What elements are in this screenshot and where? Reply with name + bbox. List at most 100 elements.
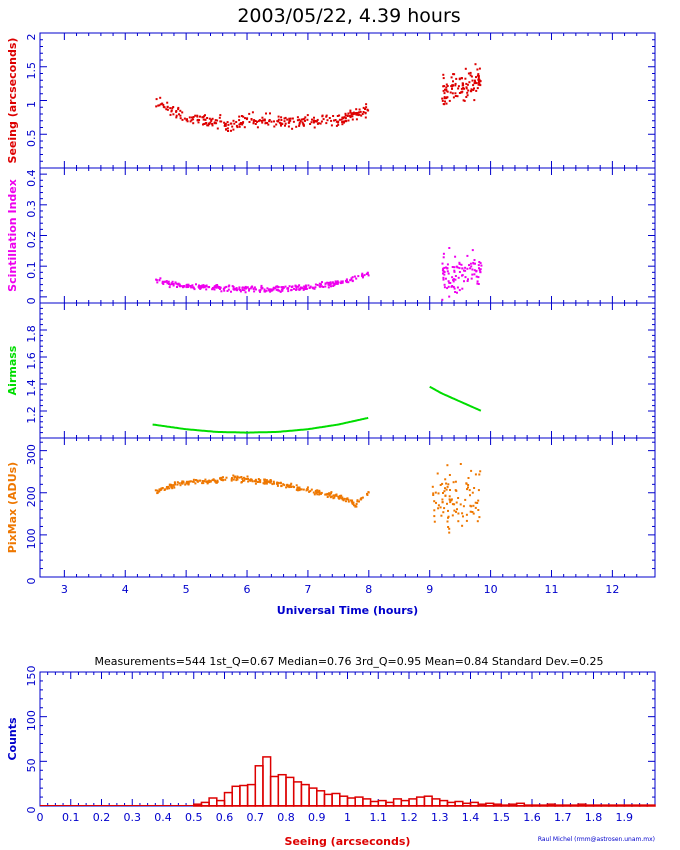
data-point	[261, 116, 264, 119]
data-point	[455, 77, 458, 80]
data-point	[331, 281, 334, 284]
data-point	[221, 479, 224, 482]
data-point	[464, 266, 467, 269]
data-point	[475, 76, 477, 79]
data-point	[292, 485, 295, 488]
x-tick-label: 1.5	[493, 811, 511, 824]
data-point	[196, 479, 199, 482]
y-tick-label: 0	[25, 807, 38, 814]
data-point	[279, 482, 282, 485]
panel-frame-airmass	[39, 302, 656, 439]
data-point	[196, 115, 199, 118]
data-point	[469, 90, 472, 93]
data-point	[460, 263, 463, 266]
data-point	[201, 480, 204, 482]
data-point	[302, 118, 305, 121]
data-point	[316, 122, 319, 125]
data-point	[232, 128, 235, 131]
data-point	[170, 283, 173, 286]
data-point	[335, 282, 338, 285]
data-point	[199, 479, 202, 482]
data-point	[453, 269, 456, 272]
data-point	[263, 118, 266, 121]
data-point	[256, 481, 259, 483]
histogram-bar	[231, 785, 241, 807]
data-point	[178, 113, 180, 116]
data-point	[216, 284, 219, 286]
data-point	[464, 77, 467, 80]
data-point	[454, 278, 457, 281]
data-point	[210, 119, 213, 122]
data-point	[298, 284, 301, 287]
data-point	[470, 505, 473, 508]
data-point	[281, 289, 284, 292]
data-point	[442, 73, 445, 76]
y-axis-label: Scintillation Index	[6, 179, 19, 292]
data-point	[466, 488, 468, 491]
data-point	[464, 276, 467, 279]
series-line-airmass	[152, 416, 369, 434]
data-point	[454, 480, 457, 483]
data-point	[193, 288, 196, 291]
data-point	[259, 481, 262, 484]
data-point	[299, 120, 302, 123]
data-point	[321, 285, 323, 288]
data-point	[454, 489, 457, 492]
data-point	[291, 285, 294, 288]
data-point	[175, 114, 178, 117]
histogram-bar	[246, 783, 257, 807]
data-point	[167, 485, 170, 488]
data-point	[356, 500, 359, 503]
data-point	[477, 83, 480, 86]
data-point	[446, 287, 449, 290]
data-point	[336, 282, 339, 285]
data-point	[460, 91, 463, 94]
data-point	[336, 280, 339, 283]
data-point	[244, 477, 246, 480]
histogram-bar	[239, 784, 249, 807]
data-point	[465, 96, 468, 98]
data-point	[474, 473, 477, 476]
data-point	[242, 476, 245, 479]
data-point	[194, 114, 197, 117]
data-point	[366, 108, 369, 111]
data-point	[206, 124, 209, 127]
data-point	[357, 275, 360, 278]
data-point	[255, 480, 258, 483]
data-point	[190, 119, 193, 122]
y-tick-label: 1	[25, 101, 38, 108]
data-point	[316, 493, 319, 496]
data-point	[205, 122, 208, 124]
data-point	[208, 479, 211, 482]
data-point	[335, 124, 338, 127]
data-point	[255, 288, 257, 291]
data-point	[324, 285, 327, 288]
data-point	[309, 490, 312, 493]
data-point	[445, 266, 447, 269]
data-point	[306, 488, 309, 490]
data-point	[362, 111, 365, 113]
data-point	[329, 283, 332, 286]
data-point	[342, 120, 345, 123]
data-point	[204, 114, 206, 117]
data-point	[470, 75, 473, 78]
data-point	[470, 88, 473, 91]
data-point	[326, 119, 329, 122]
data-point	[287, 125, 290, 128]
data-point	[211, 122, 214, 125]
y-tick-label: 1.8	[25, 325, 38, 343]
data-point	[324, 282, 327, 285]
data-point	[212, 287, 215, 290]
data-point	[296, 487, 299, 490]
data-point	[476, 502, 479, 504]
data-point	[453, 503, 456, 506]
data-point	[186, 118, 188, 121]
data-point	[443, 490, 446, 493]
data-point	[161, 487, 164, 489]
data-point	[469, 262, 472, 265]
data-point	[251, 480, 254, 483]
data-point	[168, 487, 171, 490]
data-point	[367, 274, 370, 277]
histogram-bar	[592, 804, 602, 807]
data-point	[232, 119, 235, 122]
